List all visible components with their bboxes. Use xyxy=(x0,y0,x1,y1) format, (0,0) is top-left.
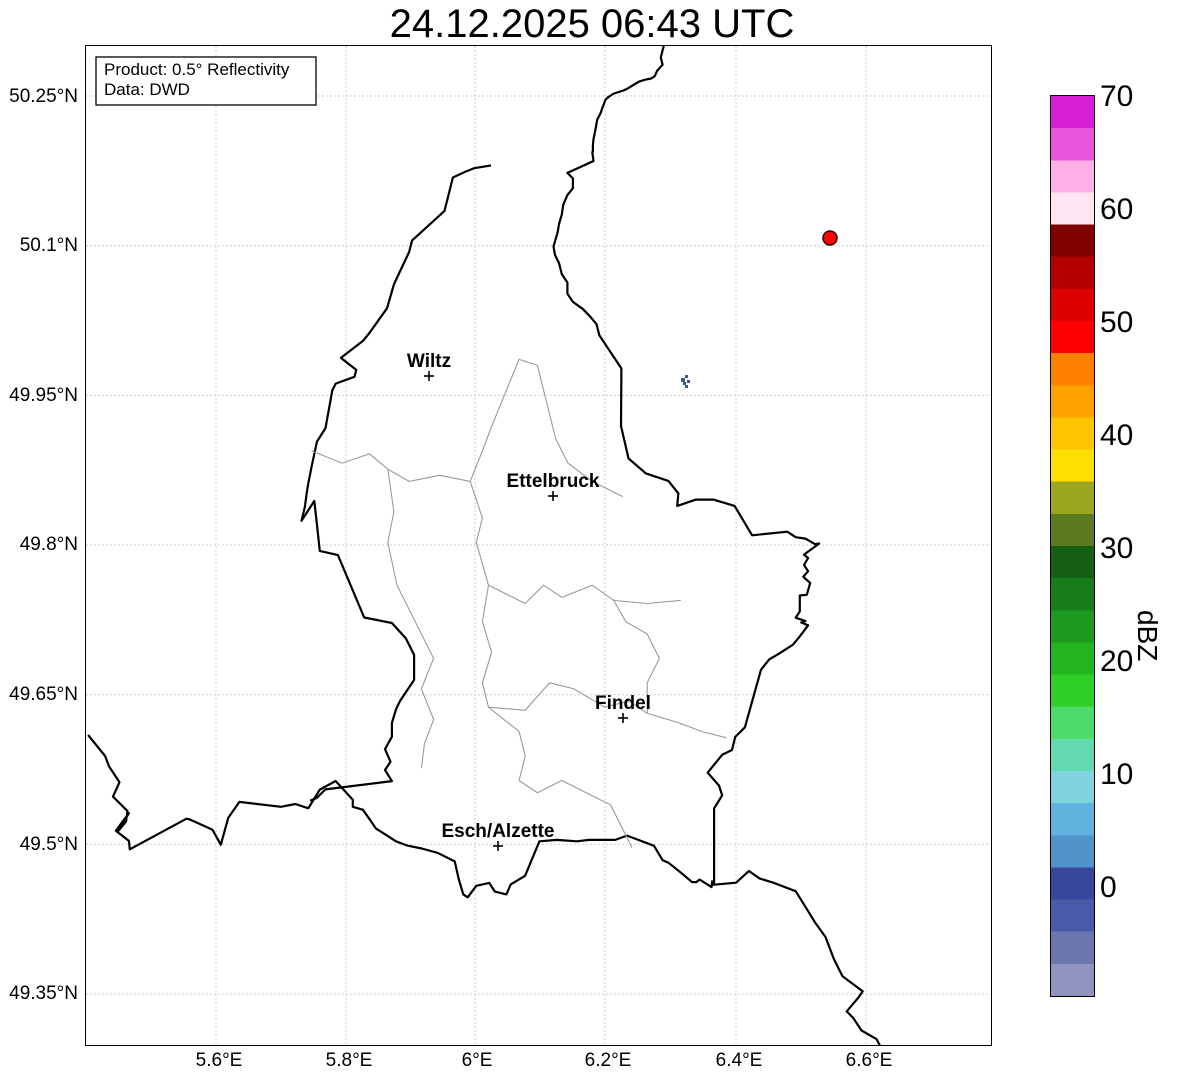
svg-text:Findel: Findel xyxy=(595,693,651,714)
svg-text:Wiltz: Wiltz xyxy=(407,351,451,372)
svg-text:Ettelbruck: Ettelbruck xyxy=(507,471,600,492)
svg-text:Esch/Alzette: Esch/Alzette xyxy=(442,821,555,842)
svg-text:Product: 0.5° Reflectivity: Product: 0.5° Reflectivity xyxy=(104,60,290,79)
svg-text:Data: DWD: Data: DWD xyxy=(104,80,190,99)
